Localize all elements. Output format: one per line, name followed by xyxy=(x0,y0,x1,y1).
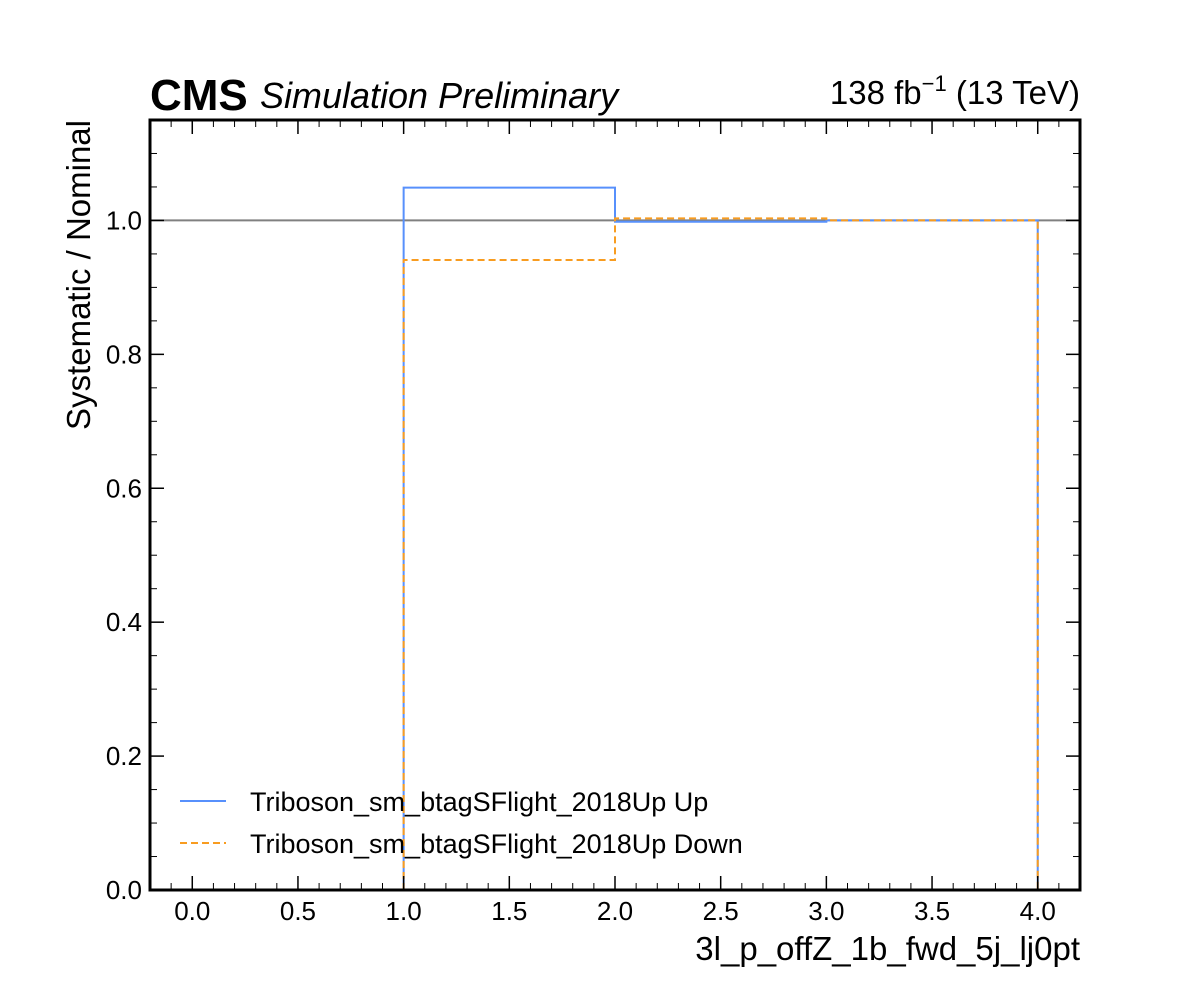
lumi-value: 138 fb xyxy=(830,74,922,111)
plot-frame xyxy=(148,118,1082,892)
status-label: Simulation Preliminary xyxy=(260,75,620,116)
series-line-down xyxy=(402,217,1039,890)
experiment-label: CMS xyxy=(150,71,248,120)
lumi-label: 138 fb−1 (13 TeV) xyxy=(830,71,1080,111)
y-tick-label: 1.0 xyxy=(106,205,142,235)
y-tick-label: 0.6 xyxy=(106,473,142,503)
x-tick-label: 3.0 xyxy=(808,896,844,926)
legend: Triboson_sm_btagSFlight_2018Up Up Triboso… xyxy=(180,787,743,859)
lumi-energy: (13 TeV) xyxy=(947,74,1080,111)
legend-entry-label: Triboson_sm_btagSFlight_2018Up Up xyxy=(250,787,708,817)
x-axis-label: 3l_p_offZ_1b_fwd_5j_lj0pt xyxy=(695,930,1080,967)
y-tick-label: 0.4 xyxy=(106,607,142,637)
y-tick-label: 0.2 xyxy=(106,741,142,771)
x-tick-label: 4.0 xyxy=(1020,896,1056,926)
y-tick-label: 0.0 xyxy=(106,875,142,905)
y-tick-label: 0.8 xyxy=(106,339,142,369)
x-tick-label: 1.5 xyxy=(491,896,527,926)
x-tick-label: 3.5 xyxy=(914,896,950,926)
x-tick-label: 2.0 xyxy=(597,896,633,926)
x-tick-label: 0.5 xyxy=(280,896,316,926)
y-axis-label: Systematic / Nominal xyxy=(60,120,97,430)
x-tick-label: 1.0 xyxy=(386,896,422,926)
legend-entry-label: Triboson_sm_btagSFlight_2018Up Down xyxy=(250,829,743,859)
x-tick-label: 0.0 xyxy=(174,896,210,926)
lumi-exponent: −1 xyxy=(922,71,947,96)
x-tick-label: 2.5 xyxy=(703,896,739,926)
series-line-up xyxy=(402,186,1039,890)
